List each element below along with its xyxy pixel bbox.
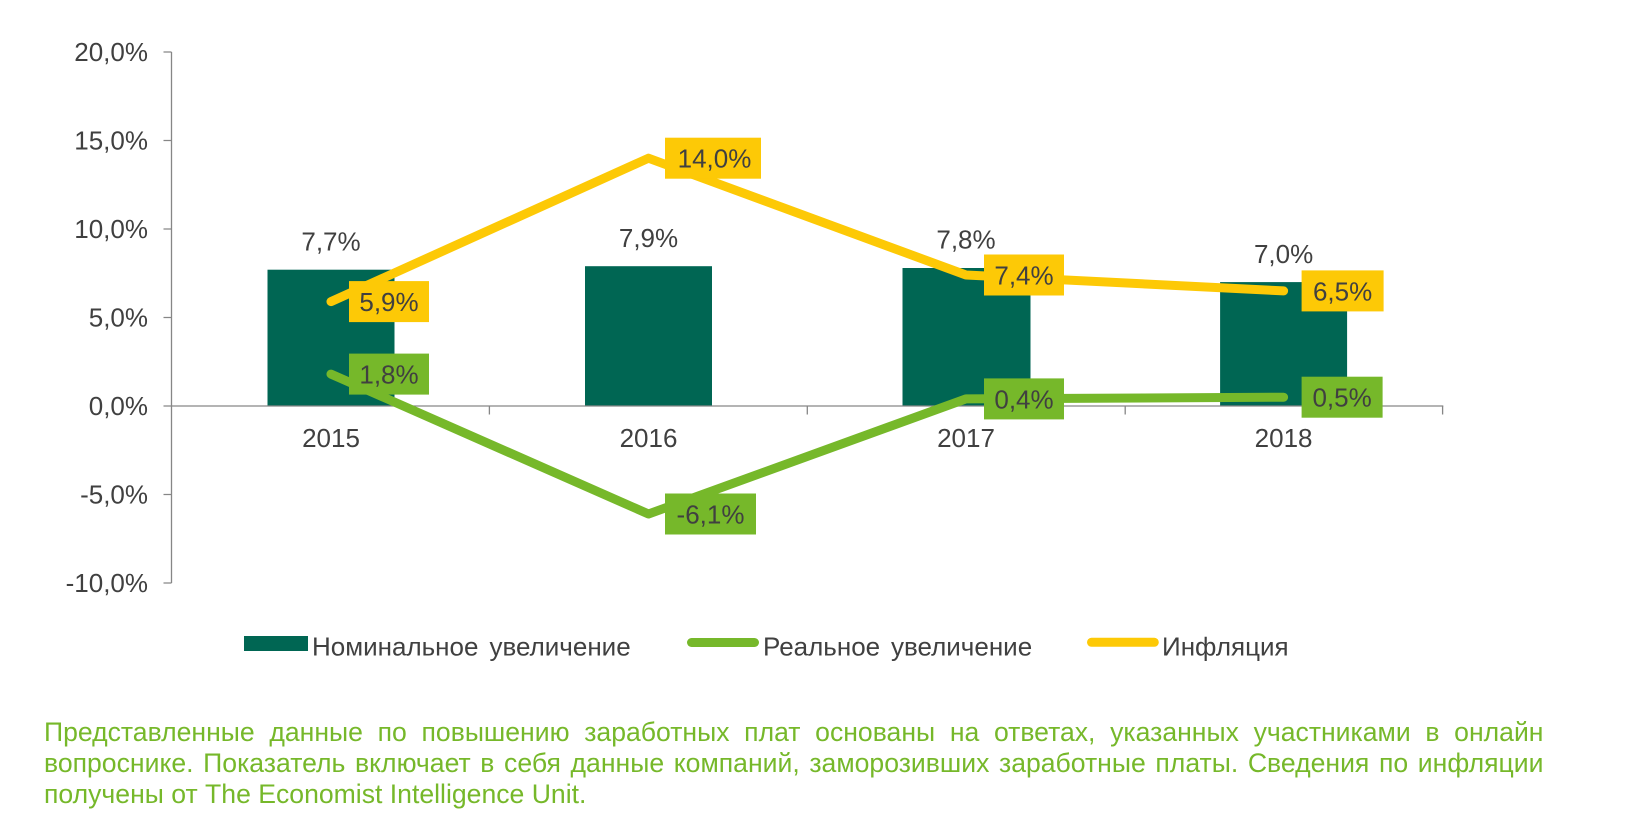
- svg-text:10,0%: 10,0%: [74, 214, 148, 244]
- svg-text:5,9%: 5,9%: [359, 287, 418, 317]
- svg-text:5,0%: 5,0%: [89, 302, 148, 332]
- svg-text:7,4%: 7,4%: [994, 261, 1053, 291]
- svg-text:0,0%: 0,0%: [89, 391, 148, 421]
- svg-text:-6,1%: -6,1%: [677, 500, 745, 530]
- svg-text:7,0%: 7,0%: [1254, 239, 1313, 269]
- svg-text:увеличение: увеличение: [490, 632, 631, 662]
- svg-text:Реальное: Реальное: [763, 632, 880, 662]
- svg-text:увеличение: увеличение: [891, 632, 1032, 662]
- svg-text:Номинальное: Номинальное: [312, 632, 478, 662]
- svg-text:0,5%: 0,5%: [1312, 383, 1371, 413]
- svg-text:2016: 2016: [620, 423, 678, 453]
- svg-text:7,7%: 7,7%: [301, 226, 360, 256]
- svg-text:2015: 2015: [302, 423, 360, 453]
- svg-text:20,0%: 20,0%: [74, 37, 148, 67]
- svg-text:Инфляция: Инфляция: [1162, 632, 1289, 662]
- svg-text:14,0%: 14,0%: [678, 144, 752, 174]
- svg-text:1,8%: 1,8%: [359, 360, 418, 390]
- svg-text:2017: 2017: [937, 423, 995, 453]
- svg-text:15,0%: 15,0%: [74, 125, 148, 155]
- svg-text:7,9%: 7,9%: [619, 223, 678, 253]
- svg-text:-10,0%: -10,0%: [66, 568, 148, 598]
- svg-text:2018: 2018: [1255, 423, 1313, 453]
- svg-text:7,8%: 7,8%: [936, 225, 995, 255]
- svg-text:-5,0%: -5,0%: [80, 479, 148, 509]
- svg-text:0,4%: 0,4%: [994, 384, 1053, 414]
- svg-text:6,5%: 6,5%: [1313, 276, 1372, 306]
